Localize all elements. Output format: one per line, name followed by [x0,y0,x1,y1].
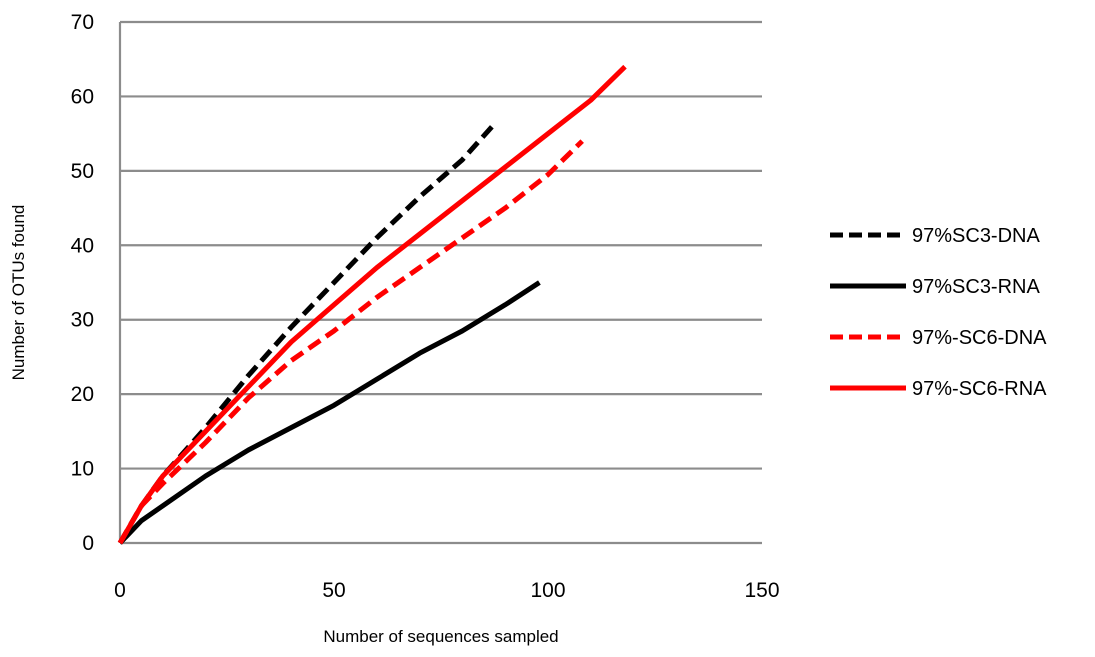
y-tick-label: 20 [71,383,94,406]
series-line-2 [118,280,541,545]
y-tick-label: 10 [71,458,94,481]
gridlines [120,20,762,470]
legend-label-1: 97%SC3-DNA [912,225,1040,247]
y-axis-title: Number of OTUs found [9,205,28,381]
legend-label-3: 97%-SC6-DNA [912,327,1047,349]
legend-label-2: 97%SC3-RNA [912,276,1040,298]
y-tick-label: 0 [82,532,94,555]
x-tick-label: 50 [322,579,345,602]
y-tick-label: 30 [71,309,94,332]
y-tick-label: 60 [71,85,94,108]
x-tick-label: 0 [114,579,126,602]
x-tick-label: 150 [744,579,779,602]
y-tick-label: 40 [71,234,94,257]
axes [118,22,762,545]
series-line-1 [117,124,495,545]
x-axis-title: Number of sequences sampled [323,627,558,646]
series-lines [117,64,627,545]
series-line-3 [117,139,584,545]
legend: 97%SC3-DNA 97%SC3-RNA 97%-SC6-DNA 97%-SC6-R… [830,225,1047,400]
y-tick-label: 70 [71,11,94,34]
tick-labels: 0 10 20 30 40 50 60 70 0 50 100 150 [71,11,780,602]
series-line-4 [117,64,627,545]
legend-label-4: 97%-SC6-RNA [912,378,1047,400]
x-tick-label: 100 [530,579,565,602]
y-tick-label: 50 [71,160,94,183]
